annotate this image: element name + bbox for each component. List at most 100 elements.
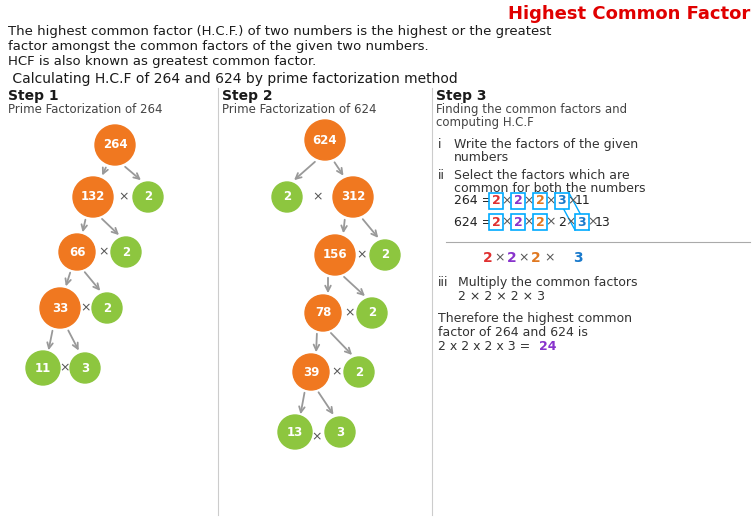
Circle shape <box>344 357 374 387</box>
Circle shape <box>370 240 400 270</box>
Text: Step 2: Step 2 <box>222 89 273 103</box>
Text: ×: × <box>80 301 91 314</box>
Text: 2 x 2 x 2 x 3 =: 2 x 2 x 2 x 3 = <box>438 340 535 353</box>
Text: ×: × <box>119 190 129 203</box>
Circle shape <box>70 353 100 383</box>
Text: 3: 3 <box>336 426 344 438</box>
Text: 624: 624 <box>313 133 337 146</box>
Circle shape <box>278 415 312 449</box>
Text: Multiply the common factors: Multiply the common factors <box>458 276 637 289</box>
Circle shape <box>305 120 345 160</box>
Text: 2: 2 <box>492 195 501 208</box>
Text: 2: 2 <box>535 215 544 229</box>
Text: 2 × 2 × 2 × 3: 2 × 2 × 2 × 3 <box>458 290 545 303</box>
Text: 3: 3 <box>558 195 566 208</box>
Circle shape <box>133 182 163 212</box>
Circle shape <box>73 177 113 217</box>
Text: 2: 2 <box>355 366 363 379</box>
Circle shape <box>315 235 355 275</box>
FancyBboxPatch shape <box>489 214 503 230</box>
Text: ×: × <box>357 248 367 262</box>
Circle shape <box>293 354 329 390</box>
Text: ×: × <box>524 195 535 208</box>
Text: ×: × <box>587 215 598 229</box>
Text: ×: × <box>60 361 70 374</box>
Text: 2: 2 <box>283 190 291 203</box>
Text: Prime Factorization of 624: Prime Factorization of 624 <box>222 103 377 116</box>
Text: ×: × <box>502 215 512 229</box>
Text: Step 3: Step 3 <box>436 89 486 103</box>
Text: 132: 132 <box>81 190 105 203</box>
Text: Prime Factorization of 264: Prime Factorization of 264 <box>8 103 162 116</box>
Text: 11: 11 <box>575 195 591 208</box>
Text: 2: 2 <box>507 251 517 265</box>
Text: 2: 2 <box>558 215 566 229</box>
Circle shape <box>272 182 302 212</box>
Circle shape <box>59 234 95 270</box>
Text: computing H.C.F: computing H.C.F <box>436 116 534 129</box>
Circle shape <box>95 125 135 165</box>
Text: 2: 2 <box>103 301 111 314</box>
Text: ×: × <box>98 245 109 258</box>
Text: ×: × <box>313 190 323 203</box>
Text: ×: × <box>545 252 555 265</box>
Text: The highest common factor (H.C.F.) of two numbers is the highest or the greatest: The highest common factor (H.C.F.) of tw… <box>8 25 551 38</box>
Text: Select the factors which are: Select the factors which are <box>454 169 630 182</box>
Circle shape <box>26 351 60 385</box>
Circle shape <box>325 417 355 447</box>
Text: ×: × <box>524 215 535 229</box>
Text: 2: 2 <box>122 245 130 258</box>
Text: 624 =: 624 = <box>454 215 496 229</box>
Text: 3: 3 <box>578 215 587 229</box>
Text: HCF is also known as greatest common factor.: HCF is also known as greatest common fac… <box>8 55 316 68</box>
Text: 2: 2 <box>513 215 522 229</box>
Text: 2: 2 <box>531 251 541 265</box>
Text: ×: × <box>495 252 505 265</box>
Text: 13: 13 <box>287 426 303 438</box>
Text: ×: × <box>311 430 322 444</box>
Text: factor amongst the common factors of the given two numbers.: factor amongst the common factors of the… <box>8 40 429 53</box>
Circle shape <box>357 298 387 328</box>
Circle shape <box>111 237 141 267</box>
FancyBboxPatch shape <box>489 193 503 209</box>
Text: Therefore the highest common: Therefore the highest common <box>438 312 632 325</box>
Text: 2: 2 <box>368 306 376 320</box>
Text: 2: 2 <box>144 190 152 203</box>
Text: Finding the common factors and: Finding the common factors and <box>436 103 627 116</box>
Text: 2: 2 <box>513 195 522 208</box>
Text: 11: 11 <box>35 361 51 374</box>
Text: ×: × <box>331 366 342 379</box>
Text: ×: × <box>565 215 576 229</box>
FancyBboxPatch shape <box>575 214 589 230</box>
Text: numbers: numbers <box>454 151 509 164</box>
Text: 39: 39 <box>303 366 319 379</box>
Text: 264 =: 264 = <box>454 195 496 208</box>
Text: 2: 2 <box>381 248 389 262</box>
Text: 66: 66 <box>69 245 85 258</box>
Text: factor of 264 and 624 is: factor of 264 and 624 is <box>438 326 588 339</box>
FancyBboxPatch shape <box>533 214 547 230</box>
Text: 13: 13 <box>595 215 611 229</box>
Circle shape <box>92 293 122 323</box>
Circle shape <box>40 288 80 328</box>
FancyBboxPatch shape <box>511 193 525 209</box>
Text: 24: 24 <box>539 340 556 353</box>
Text: ii: ii <box>438 169 445 182</box>
Text: iii: iii <box>438 276 448 289</box>
Text: ×: × <box>344 306 355 320</box>
Circle shape <box>305 295 341 331</box>
Text: Highest Common Factor: Highest Common Factor <box>508 5 750 23</box>
Text: ×: × <box>568 195 578 208</box>
Text: 2: 2 <box>483 251 493 265</box>
Text: 156: 156 <box>322 248 347 262</box>
Text: 78: 78 <box>315 306 331 320</box>
FancyBboxPatch shape <box>511 214 525 230</box>
Text: ×: × <box>546 195 556 208</box>
Text: ×: × <box>502 195 512 208</box>
Text: common for both the numbers: common for both the numbers <box>454 182 646 195</box>
Text: 264: 264 <box>103 139 128 152</box>
Text: 2: 2 <box>492 215 501 229</box>
Circle shape <box>333 177 373 217</box>
Text: 2: 2 <box>535 195 544 208</box>
Text: Step 1: Step 1 <box>8 89 59 103</box>
